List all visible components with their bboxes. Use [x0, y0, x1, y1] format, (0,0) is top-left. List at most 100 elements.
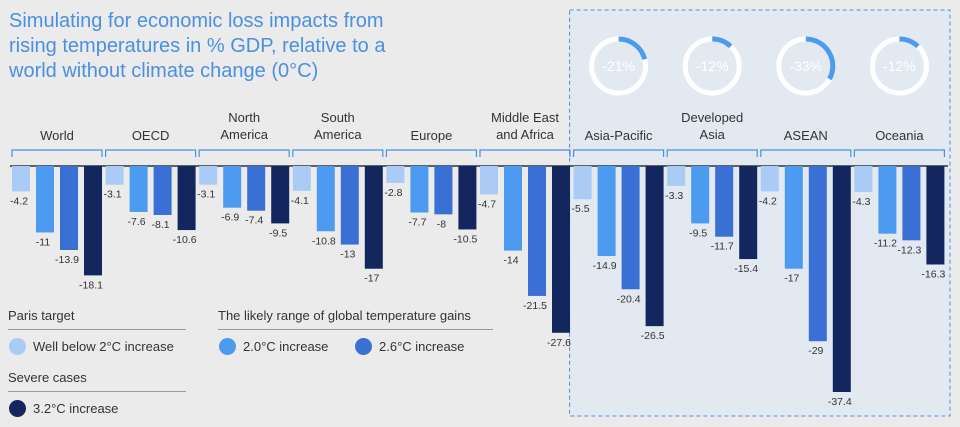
value-label-south-america-s4: -17 — [364, 273, 379, 285]
category-label-world: World — [40, 128, 74, 143]
value-label-developed-asia-s4: -15.4 — [734, 263, 758, 275]
value-label-middle-east-and-africa-s2: -14 — [503, 255, 518, 267]
bar-oceania-s3 — [902, 166, 921, 241]
chart-title-line-2: rising temperatures in % GDP, relative t… — [9, 35, 386, 57]
value-label-oecd-s2: -7.6 — [128, 216, 146, 228]
category-bracket-asia-pacific — [573, 149, 665, 157]
value-label-oceania-s2: -11.2 — [874, 238, 897, 250]
category-bracket-oceania — [853, 149, 945, 157]
value-label-oecd-s3: -8.1 — [152, 219, 170, 231]
category-bracket-asean — [760, 149, 852, 157]
bar-asia-pacific-s1 — [573, 166, 592, 200]
bar-south-america-s1 — [292, 166, 311, 191]
category-label-north-america-line-2: America — [220, 127, 268, 142]
category-label-north-america-line-1: North — [228, 110, 260, 125]
bar-oecd-s1 — [105, 166, 124, 185]
bar-middle-east-and-africa-s3 — [528, 166, 546, 296]
value-label-asia-pacific-s4: -26.5 — [641, 330, 665, 342]
bar-south-america-s2 — [316, 166, 335, 232]
chart-title-line-3: world without climate change (0°C) — [9, 60, 319, 82]
value-label-asia-pacific-s1: -5.5 — [572, 203, 590, 215]
bar-oecd-s4 — [177, 166, 196, 231]
value-label-europe-s2: -7.7 — [408, 217, 426, 229]
bar-developed-asia-s4 — [739, 166, 758, 260]
value-label-oceania-s1: -4.3 — [852, 196, 870, 208]
bar-europe-s1 — [386, 166, 405, 183]
category-bracket-south-america — [292, 149, 384, 157]
value-label-north-america-s3: -7.4 — [245, 215, 263, 227]
bar-middle-east-and-africa-s1 — [480, 166, 498, 195]
chart-title-line-1: Simulating for economic loss impacts fro… — [9, 10, 384, 32]
value-label-oceania-s3: -12.3 — [897, 244, 921, 256]
bar-asean-s2 — [784, 166, 803, 269]
bar-oceania-s2 — [878, 166, 897, 234]
bar-middle-east-and-africa-s2 — [504, 166, 522, 251]
value-label-world-s2: -11 — [36, 236, 51, 248]
value-label-north-america-s1: -3.1 — [197, 189, 215, 201]
value-label-world-s4: -18.1 — [79, 279, 103, 291]
bar-oceania-s4 — [926, 166, 945, 265]
category-label-europe: Europe — [410, 128, 452, 143]
value-label-asia-pacific-s2: -14.9 — [593, 260, 617, 272]
bar-south-america-s3 — [340, 166, 359, 245]
category-label-oceania: Oceania — [875, 128, 924, 143]
value-label-world-s1: -4.2 — [10, 195, 28, 207]
bar-europe-s3 — [434, 166, 453, 215]
value-label-europe-s1: -2.8 — [384, 187, 402, 199]
bar-asean-s4 — [832, 166, 851, 392]
bar-north-america-s4 — [271, 166, 290, 224]
category-bracket-developed-asia — [666, 149, 758, 157]
bar-world-s2 — [36, 166, 54, 233]
donut-label-1: -21% — [602, 58, 635, 74]
bar-europe-s4 — [458, 166, 477, 230]
donut-arc-2 — [712, 36, 733, 49]
category-bracket-middle-east-and-africa — [479, 149, 571, 157]
bar-developed-asia-s1 — [667, 166, 686, 186]
donut-arc-3 — [805, 36, 836, 81]
donut-label-2: -12% — [696, 58, 729, 74]
value-label-world-s3: -13.9 — [55, 254, 79, 266]
category-bracket-oecd — [105, 149, 197, 157]
donut-label-4: -12% — [883, 58, 916, 74]
value-label-south-america-s3: -13 — [340, 249, 355, 261]
value-label-middle-east-and-africa-s3: -21.5 — [523, 300, 547, 312]
bar-world-s4 — [84, 166, 102, 276]
category-label-middle-east-and-africa-line-1: Middle East — [491, 110, 559, 125]
category-label-oecd: OECD — [132, 128, 170, 143]
donut-label-3: -33% — [789, 58, 822, 74]
donut-arc-1 — [618, 36, 648, 61]
value-label-asia-pacific-s3: -20.4 — [617, 293, 641, 305]
bar-oecd-s2 — [129, 166, 148, 212]
category-label-south-america-line-1: South — [321, 110, 355, 125]
value-label-north-america-s4: -9.5 — [269, 227, 287, 239]
bar-asean-s1 — [760, 166, 779, 192]
bar-asia-pacific-s2 — [597, 166, 616, 257]
bar-asean-s3 — [808, 166, 827, 342]
value-label-oceania-s4: -16.3 — [921, 268, 945, 280]
value-label-oecd-s1: -3.1 — [104, 189, 122, 201]
bar-world-s1 — [12, 166, 30, 192]
value-label-north-america-s2: -6.9 — [221, 212, 239, 224]
bar-north-america-s1 — [199, 166, 218, 185]
value-label-asean-s2: -17 — [784, 273, 799, 285]
category-label-asia-pacific: Asia-Pacific — [585, 128, 653, 143]
bar-asia-pacific-s4 — [645, 166, 664, 327]
value-label-south-america-s2: -10.8 — [312, 235, 336, 247]
donut-arc-4 — [899, 36, 920, 49]
category-label-middle-east-and-africa-line-2: and Africa — [496, 127, 555, 142]
bar-middle-east-and-africa-s4 — [552, 166, 570, 333]
category-bracket-north-america — [198, 149, 290, 157]
category-bracket-world — [11, 149, 103, 157]
bar-south-america-s4 — [364, 166, 383, 269]
bar-oceania-s1 — [854, 166, 873, 192]
value-label-developed-asia-s1: -3.3 — [665, 190, 683, 202]
value-label-asean-s1: -4.2 — [759, 195, 777, 207]
category-bracket-europe — [385, 149, 477, 157]
value-label-oecd-s4: -10.6 — [173, 234, 197, 246]
category-label-asean: ASEAN — [784, 128, 828, 143]
value-label-middle-east-and-africa-s4: -27.6 — [547, 337, 571, 349]
bar-north-america-s2 — [223, 166, 242, 208]
value-label-europe-s3: -8 — [437, 218, 446, 230]
bar-developed-asia-s2 — [691, 166, 710, 224]
